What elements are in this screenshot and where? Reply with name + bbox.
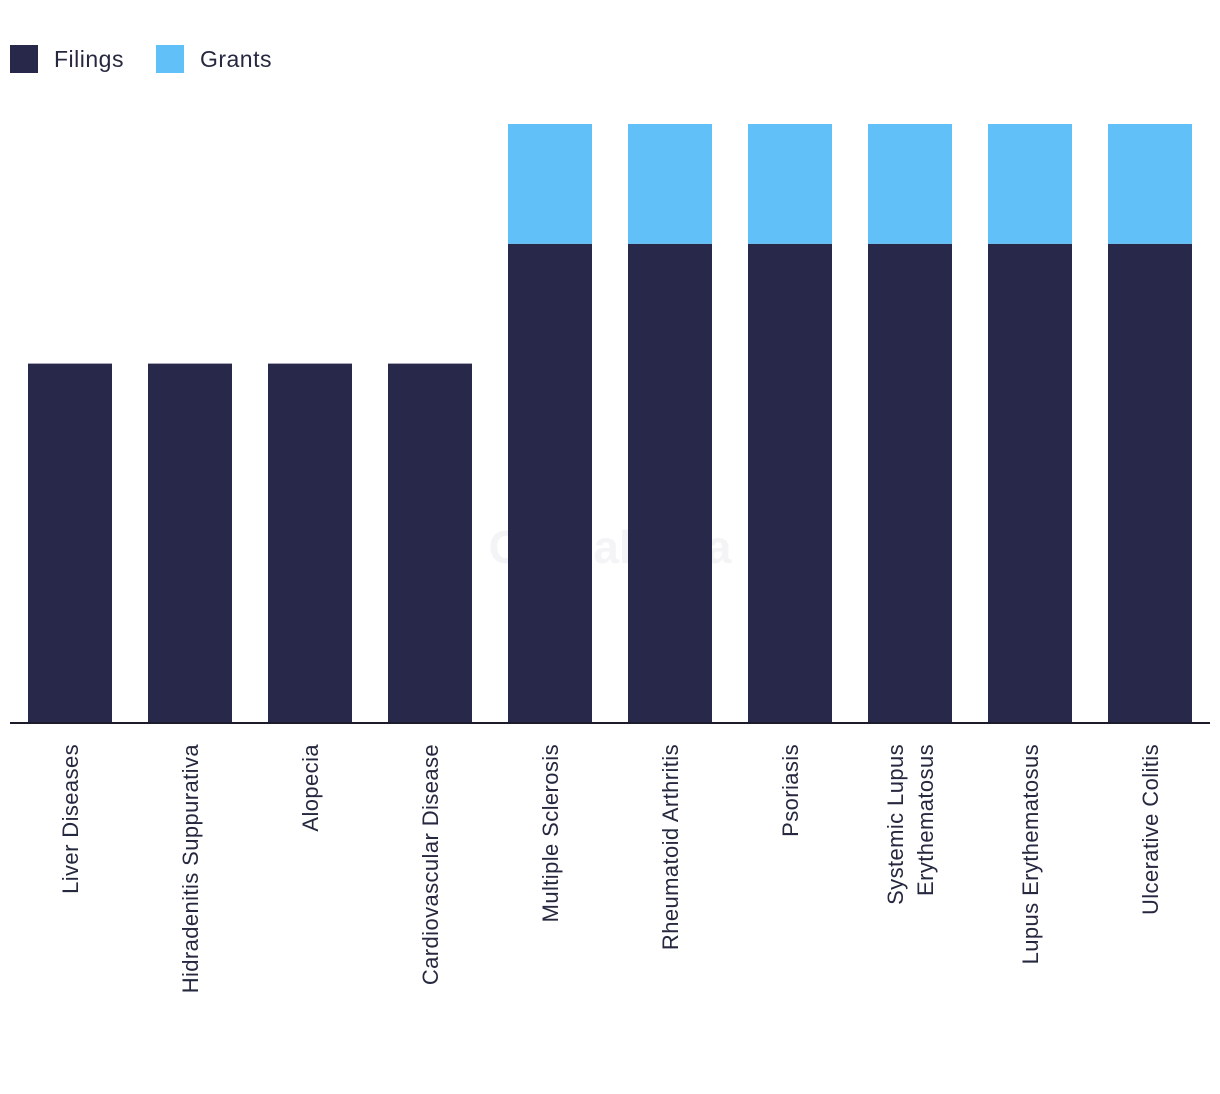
bars-group bbox=[28, 124, 1192, 724]
legend-item-grants[interactable]: Grants bbox=[155, 45, 272, 73]
x-tick-labels: Liver Diseases Hidradenitis Suppurativa Al… bbox=[58, 744, 1163, 994]
legend-item-filings[interactable]: Filings bbox=[10, 45, 124, 73]
bar-filings-9[interactable] bbox=[1108, 243, 1192, 724]
legend: Filings Grants bbox=[10, 44, 304, 74]
legend-label-grants: Grants bbox=[199, 45, 272, 72]
x-tick-label-2: Alopecia bbox=[298, 744, 323, 832]
bar-filings-6[interactable] bbox=[748, 243, 832, 724]
legend-swatch-filings bbox=[10, 45, 38, 73]
bar-grants-6[interactable] bbox=[748, 124, 832, 244]
bar-filings-2[interactable] bbox=[268, 363, 352, 723]
bar-grants-5[interactable] bbox=[628, 124, 712, 244]
x-tick-label-9: Ulcerative Colitis bbox=[1138, 744, 1163, 915]
bar-filings-5[interactable] bbox=[628, 243, 712, 724]
x-tick-label-6: Psoriasis bbox=[778, 744, 803, 837]
bar-filings-3[interactable] bbox=[388, 363, 472, 723]
bar-grants-8[interactable] bbox=[988, 124, 1072, 244]
x-tick-label-8: Lupus Erythematosus bbox=[1018, 744, 1043, 964]
x-tick-label-1: Hidradenitis Suppurativa bbox=[178, 744, 203, 994]
bar-grants-4[interactable] bbox=[508, 124, 592, 244]
bar-filings-0[interactable] bbox=[28, 363, 112, 723]
x-tick-label-5: Rheumatoid Arthritis bbox=[658, 744, 683, 950]
legend-label-filings: Filings bbox=[54, 45, 124, 72]
bar-filings-4[interactable] bbox=[508, 243, 592, 724]
bar-grants-9[interactable] bbox=[1108, 124, 1192, 244]
x-tick-label-4: Multiple Sclerosis bbox=[538, 744, 563, 922]
x-tick-label-3: Cardiovascular Disease bbox=[418, 744, 443, 985]
bar-filings-1[interactable] bbox=[148, 363, 232, 723]
bar-grants-7[interactable] bbox=[868, 124, 952, 244]
x-tick-label-7: Systemic Lupus Erythematosus bbox=[883, 744, 938, 905]
bar-filings-8[interactable] bbox=[988, 243, 1072, 724]
bar-filings-7[interactable] bbox=[868, 243, 952, 724]
x-tick-label-0: Liver Diseases bbox=[58, 744, 83, 894]
legend-swatch-grants bbox=[155, 45, 184, 73]
